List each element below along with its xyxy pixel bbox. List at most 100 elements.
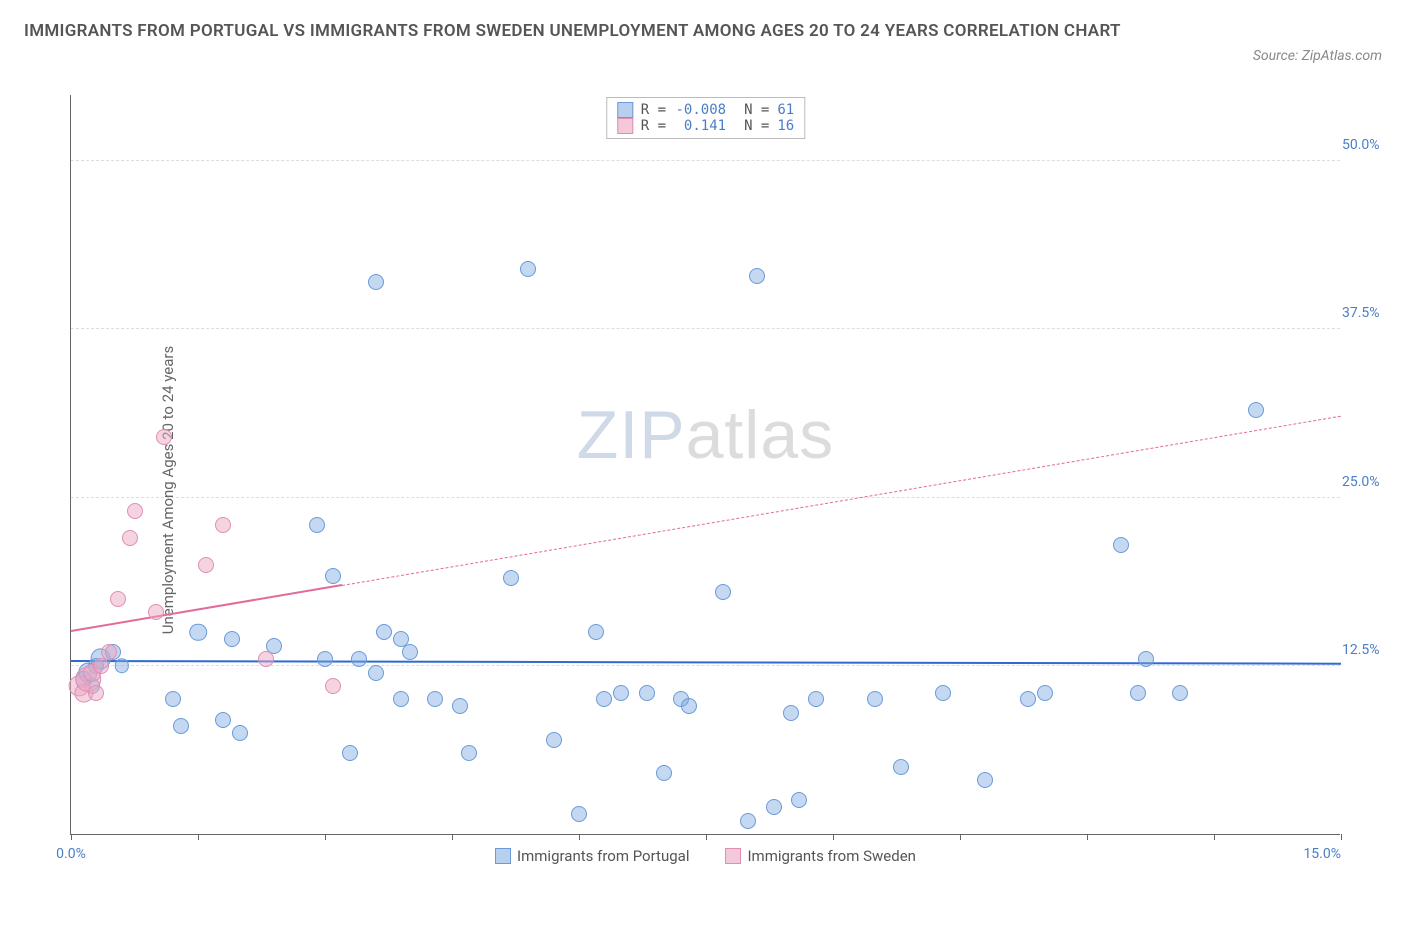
data-point-sweden [110, 591, 126, 607]
x-tick-label: 15.0% [1303, 846, 1341, 862]
legend-n-value: 16 [777, 118, 794, 134]
data-point-portugal [740, 813, 756, 829]
data-point-portugal [189, 623, 207, 641]
data-point-portugal [1248, 402, 1264, 418]
data-point-portugal [402, 644, 418, 660]
data-point-sweden [88, 685, 104, 701]
legend-swatch-sweden [617, 118, 633, 134]
series-legend-label: Immigrants from Portugal [517, 847, 689, 865]
data-point-sweden [215, 517, 231, 533]
data-point-portugal [317, 651, 333, 667]
chart-container: Unemployment Among Ages 20 to 24 years Z… [60, 95, 1380, 885]
data-point-portugal [520, 261, 536, 277]
data-point-portugal [1138, 651, 1154, 667]
legend-n-label: N = [744, 102, 769, 118]
data-point-portugal [232, 725, 248, 741]
legend-r-value: -0.008 [674, 102, 726, 118]
data-point-portugal [571, 806, 587, 822]
x-tick-mark [706, 834, 707, 840]
x-tick-mark [71, 834, 72, 840]
data-point-portugal [115, 659, 129, 673]
legend-swatch-portugal [617, 102, 633, 118]
data-point-portugal [427, 691, 443, 707]
data-point-portugal [503, 570, 519, 586]
data-point-portugal [309, 517, 325, 533]
x-tick-mark [1214, 834, 1215, 840]
data-point-sweden [101, 644, 117, 660]
trendline-sweden [342, 416, 1341, 586]
corr-legend-row-portugal: R = -0.008 N = 61 [617, 102, 794, 118]
y-tick-label: 12.5% [1342, 642, 1392, 658]
x-tick-mark [198, 834, 199, 840]
legend-r-value: 0.141 [674, 118, 726, 134]
data-point-portugal [791, 792, 807, 808]
legend-n-value: 61 [777, 102, 794, 118]
watermark-part2: atlas [686, 397, 835, 473]
x-tick-mark [1087, 834, 1088, 840]
source-attribution: Source: ZipAtlas.com [1253, 48, 1382, 64]
data-point-portugal [368, 665, 384, 681]
data-point-portugal [766, 799, 782, 815]
legend-r-label: R = [641, 118, 666, 134]
data-point-portugal [224, 631, 240, 647]
data-point-portugal [368, 274, 384, 290]
data-point-sweden [122, 530, 138, 546]
data-point-portugal [1020, 691, 1036, 707]
gridline-h [71, 497, 1340, 498]
data-point-portugal [1113, 537, 1129, 553]
data-point-portugal [867, 691, 883, 707]
data-point-portugal [1130, 685, 1146, 701]
data-point-portugal [165, 691, 181, 707]
data-point-portugal [1172, 685, 1188, 701]
data-point-portugal [808, 691, 824, 707]
gridline-h [71, 328, 1340, 329]
data-point-portugal [613, 685, 629, 701]
data-point-portugal [325, 568, 341, 584]
corr-legend-row-sweden: R =0.141N =16 [617, 118, 794, 134]
data-point-portugal [596, 691, 612, 707]
data-point-portugal [588, 624, 604, 640]
data-point-portugal [1037, 685, 1053, 701]
data-point-portugal [749, 268, 765, 284]
data-point-portugal [342, 745, 358, 761]
data-point-portugal [546, 732, 562, 748]
corr-legend: R = -0.008 N = 61R = 0.141 N = 16 [606, 97, 805, 139]
series-legend-item-portugal: Immigrants from Portugal [495, 847, 689, 865]
series-legend-label: Immigrants from Sweden [747, 847, 915, 865]
x-tick-mark [452, 834, 453, 840]
y-tick-label: 50.0% [1342, 137, 1392, 153]
data-point-portugal [639, 685, 655, 701]
data-point-sweden [258, 651, 274, 667]
data-point-sweden [148, 604, 164, 620]
data-point-portugal [715, 584, 731, 600]
data-point-portugal [893, 759, 909, 775]
x-tick-mark [579, 834, 580, 840]
data-point-portugal [376, 624, 392, 640]
data-point-sweden [127, 503, 143, 519]
x-tick-label: 0.0% [56, 846, 86, 862]
y-tick-label: 25.0% [1342, 474, 1392, 490]
chart-title: IMMIGRANTS FROM PORTUGAL VS IMMIGRANTS F… [24, 18, 1121, 45]
data-point-portugal [351, 651, 367, 667]
data-point-portugal [173, 718, 189, 734]
data-point-portugal [393, 691, 409, 707]
data-point-portugal [215, 712, 231, 728]
x-tick-mark [325, 834, 326, 840]
legend-swatch-sweden [725, 848, 741, 864]
legend-r-label: R = [641, 102, 666, 118]
data-point-sweden [325, 678, 341, 694]
gridline-h [71, 160, 1340, 161]
series-legend-item-sweden: Immigrants from Sweden [725, 847, 915, 865]
data-point-portugal [783, 705, 799, 721]
data-point-portugal [656, 765, 672, 781]
data-point-portugal [452, 698, 468, 714]
x-tick-mark [1341, 834, 1342, 840]
series-legend: Immigrants from Portugal Immigrants from … [71, 847, 1340, 868]
x-tick-mark [833, 834, 834, 840]
watermark: ZIPatlas [577, 396, 834, 474]
data-point-portugal [461, 745, 477, 761]
y-tick-label: 37.5% [1342, 305, 1392, 321]
data-point-portugal [935, 685, 951, 701]
data-point-portugal [681, 698, 697, 714]
data-point-portugal [977, 772, 993, 788]
